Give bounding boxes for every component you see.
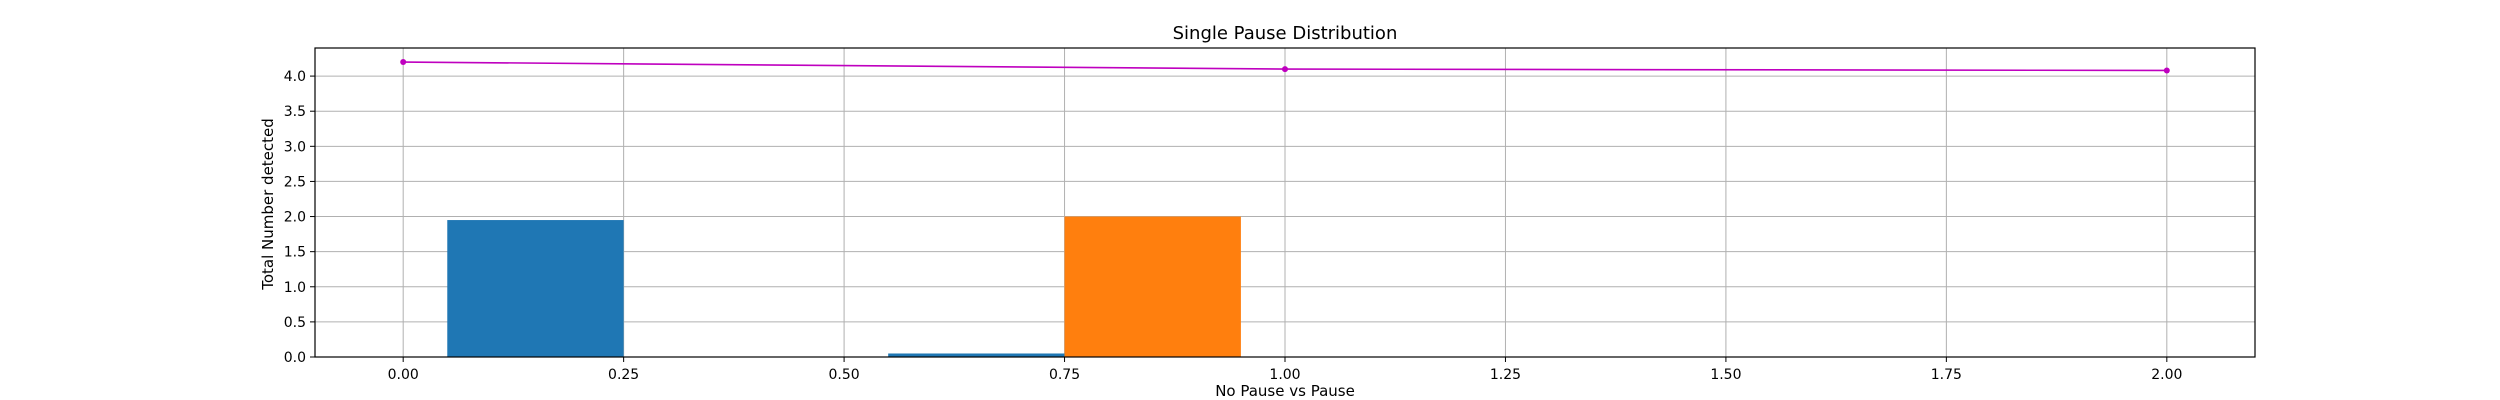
line-layer — [400, 59, 2170, 74]
x-axis-label: No Pause vs Pause — [1215, 382, 1355, 400]
x-tick-label: 2.00 — [2151, 367, 2182, 383]
y-ticks: 0.0 0.5 1.0 1.5 2.0 2.5 3.0 3.5 4.0 — [284, 69, 315, 366]
y-tick-label: 4.0 — [284, 69, 306, 85]
y-tick-label: 2.0 — [284, 210, 306, 226]
y-axis-label: Total Number detected — [259, 118, 277, 291]
line-point — [1282, 66, 1288, 73]
line-point — [2163, 67, 2170, 74]
bars-layer — [447, 216, 1241, 357]
x-tick-label: 1.00 — [1269, 367, 1300, 383]
line-point — [400, 59, 407, 66]
y-tick-label: 0.5 — [284, 315, 306, 331]
x-ticks: 0.00 0.25 0.50 0.75 1.00 1.25 1.50 1.75 2.00 — [388, 357, 2182, 383]
x-tick-label: 1.75 — [1931, 367, 1962, 383]
bar-series-0 — [888, 353, 1065, 357]
y-tick-label: 1.0 — [284, 280, 306, 296]
x-tick-label: 0.75 — [1049, 367, 1080, 383]
x-tick-label: 1.25 — [1490, 367, 1521, 383]
x-tick-label: 0.50 — [829, 367, 860, 383]
y-tick-label: 3.0 — [284, 139, 306, 155]
y-tick-label: 2.5 — [284, 174, 306, 190]
x-tick-label: 0.00 — [388, 367, 419, 383]
y-tick-label: 1.5 — [284, 245, 306, 261]
bar-series-0 — [447, 220, 624, 357]
x-tick-label: 1.50 — [1710, 367, 1741, 383]
x-tick-label: 0.25 — [608, 367, 639, 383]
y-tick-label: 0.0 — [284, 350, 306, 366]
chart-title: Single Pause Distribution — [1173, 23, 1398, 44]
grid-layer — [315, 48, 2255, 358]
y-tick-label: 3.5 — [284, 104, 306, 120]
bar-series-1 — [1064, 216, 1241, 357]
